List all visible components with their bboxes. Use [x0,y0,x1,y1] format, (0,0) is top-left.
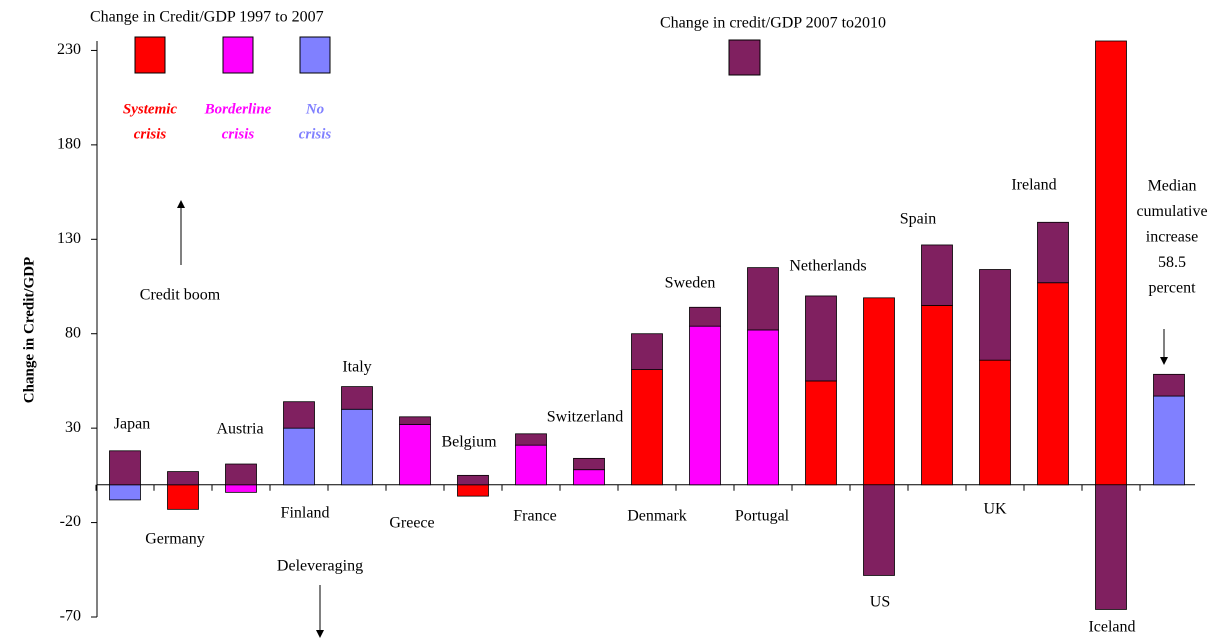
annotation: increase [1146,229,1198,246]
annotation: Median [1148,178,1197,195]
bar [747,329,779,486]
bar [1095,484,1127,610]
annotation: Credit boom [140,287,221,304]
y-tick-label: 30 [65,419,81,436]
bar [863,297,895,486]
category-label: UK [983,501,1007,518]
legend-item: Borderline crisis [204,36,272,142]
category-label: Germany [145,531,205,548]
bar [109,450,141,486]
bar [399,423,431,486]
category-label: Spain [900,211,936,228]
bar [805,295,837,382]
category-label: Ireland [1011,177,1056,194]
category-label: Netherlands [789,258,866,275]
bar [979,269,1011,361]
y-tick-label: 130 [57,230,81,247]
bar [863,484,895,576]
bar [1037,221,1069,284]
category-label: Italy [342,359,371,376]
bar [341,408,373,486]
category-label: France [513,508,557,525]
bar [457,484,489,497]
category-label: Denmark [627,508,687,525]
legend-swatch [222,36,254,74]
category-label: US [870,594,890,611]
bar [167,484,199,510]
bar [399,416,431,425]
bar [921,244,953,306]
legend-label: crisis [134,126,167,142]
category-label: Iceland [1088,619,1135,636]
bar [515,433,547,446]
bar [515,444,547,486]
legend-swatch [728,39,761,76]
y-tick-label: -20 [60,513,81,530]
bar [225,484,257,493]
bar [573,457,605,471]
category-label: Austria [216,421,263,438]
legend-item: No crisis [299,36,332,142]
bar [283,427,315,486]
bar [805,380,837,486]
bar [1153,395,1185,486]
bar [689,325,721,486]
legend-label: Borderline [204,101,272,117]
bar [979,359,1011,486]
annotation: 58.5 [1158,254,1186,271]
bar [1153,373,1185,397]
legend-label: crisis [299,126,332,142]
legend-item: Systemic crisis [123,36,177,142]
bar [341,386,373,410]
legend-swatch [299,36,331,74]
bar [167,471,199,486]
y-tick-label: 230 [57,41,81,58]
y-tick-label: -70 [60,608,81,625]
category-label: Belgium [441,434,497,451]
bar [225,463,257,486]
category-label: Switzerland [547,409,623,426]
y-tick-label: 80 [65,324,81,341]
category-label: Greece [389,515,434,532]
bar [631,333,663,371]
bar [921,304,953,486]
bar [457,474,489,486]
y-tick-label: 180 [57,136,81,153]
annotation: Deleveraging [277,558,363,575]
legend-label: No [305,101,324,117]
bar [1095,40,1127,486]
legend-swatch [134,36,166,74]
annotation: cumulative [1136,203,1207,220]
bar [631,369,663,486]
bar [109,484,141,501]
bar [283,401,315,429]
bar [689,306,721,327]
category-label: Japan [114,416,150,433]
legend-label: crisis [222,126,255,142]
y-axis-label: Change in Credit/GDP [21,257,37,403]
category-label: Finland [281,505,330,522]
category-label: Portugal [735,508,790,525]
bar [1037,282,1069,486]
legend-label: Change in credit/GDP 2007 to2010 [660,15,886,32]
bar [573,469,605,486]
legend-label: Systemic [123,101,177,117]
annotation: percent [1148,280,1196,297]
legend-label: Change in Credit/GDP 1997 to 2007 [90,9,324,26]
category-label: Sweden [665,275,716,292]
bar [747,267,779,331]
